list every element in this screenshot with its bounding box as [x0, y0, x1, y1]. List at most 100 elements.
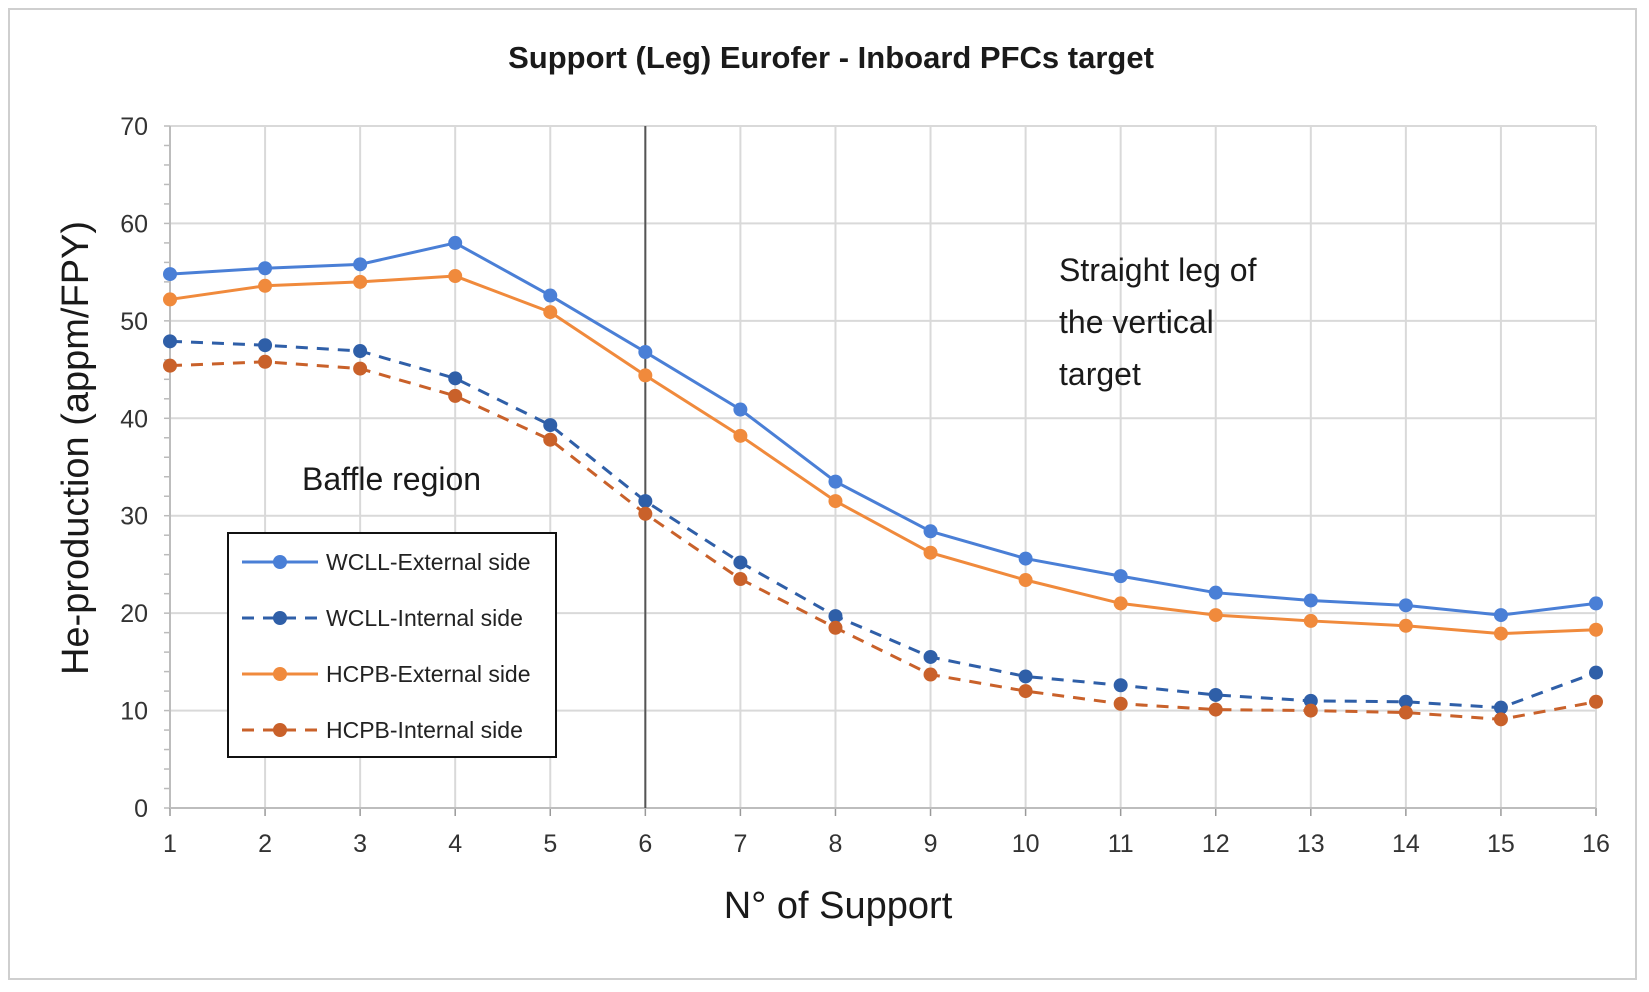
legend-label: WCLL-External side — [326, 549, 531, 575]
data-point — [1208, 702, 1223, 717]
y-axis-label: He-production (appm/FPY) — [55, 221, 97, 675]
y-tick-label: 10 — [120, 698, 148, 726]
data-point — [1303, 613, 1318, 628]
legend-label: WCLL-Internal side — [326, 605, 523, 631]
data-point — [163, 358, 177, 373]
series-line-wcll-external-side — [169, 241, 1597, 617]
x-tick-label: 11 — [1108, 830, 1134, 858]
data-point — [1208, 687, 1223, 702]
data-point — [733, 572, 748, 587]
data-point — [1493, 626, 1508, 641]
data-point — [1398, 598, 1413, 613]
data-point — [258, 338, 273, 353]
series-line-hcpb-internal-side — [169, 360, 1597, 721]
data-point — [638, 345, 653, 360]
x-tick-label: 1 — [163, 830, 177, 858]
legend: WCLL-External side WCLL-Internal side HCPB… — [227, 532, 557, 758]
data-point — [163, 292, 177, 307]
x-tick-label: 7 — [733, 830, 747, 858]
data-point — [1018, 669, 1033, 684]
x-tick-label: 12 — [1202, 830, 1230, 858]
legend-swatch-marker — [273, 723, 287, 737]
data-point — [1493, 608, 1508, 623]
x-tick-label: 13 — [1297, 830, 1325, 858]
data-point — [923, 545, 938, 560]
y-tick-label: 50 — [120, 308, 148, 336]
legend-label: HCPB-Internal side — [326, 717, 523, 743]
x-tick-label: 10 — [1012, 830, 1040, 858]
data-point — [828, 609, 843, 624]
legend-label: HCPB-External side — [326, 661, 531, 687]
data-point — [543, 305, 558, 320]
data-point — [733, 555, 748, 570]
x-tick-label: 14 — [1392, 830, 1420, 858]
annotation-straight-leg-line-2: the vertical — [1059, 304, 1214, 340]
legend-swatch-marker — [273, 667, 287, 681]
data-point — [1113, 696, 1128, 711]
series-line-hcpb-external-side — [169, 274, 1597, 636]
data-point — [923, 667, 938, 682]
data-point — [828, 620, 843, 635]
legend-box — [227, 532, 557, 758]
data-point — [1493, 700, 1508, 715]
data-point — [353, 361, 368, 376]
data-point — [448, 388, 463, 403]
x-tick-label: 16 — [1582, 830, 1610, 858]
data-point — [353, 257, 368, 272]
x-tick-label: 2 — [258, 830, 272, 858]
data-point — [543, 432, 558, 447]
data-point — [923, 524, 938, 539]
x-axis-ticks: 1 2 3 4 5 6 7 8 9 10 11 12 13 14 15 16 — [163, 830, 1610, 858]
y-tick-label: 60 — [120, 210, 148, 238]
data-point — [163, 334, 177, 349]
data-point — [1113, 596, 1128, 611]
data-point — [638, 368, 653, 383]
x-tick-label: 5 — [543, 830, 557, 858]
series-group — [163, 235, 1603, 727]
data-point — [828, 494, 843, 509]
data-point — [1589, 622, 1603, 637]
data-point — [353, 274, 368, 289]
x-tick-label: 4 — [448, 830, 462, 858]
data-point — [1303, 703, 1318, 718]
y-tick-label: 40 — [120, 405, 148, 433]
data-point — [1303, 693, 1318, 708]
data-point — [733, 428, 748, 443]
data-point — [448, 235, 463, 250]
x-tick-label: 9 — [924, 830, 938, 858]
data-point — [258, 354, 273, 369]
x-tick-label: 6 — [638, 830, 652, 858]
data-point — [638, 494, 653, 509]
data-point — [448, 269, 463, 284]
y-tick-label: 30 — [120, 503, 148, 531]
annotation-baffle-region: Baffle region — [302, 461, 481, 497]
data-point — [1018, 684, 1033, 699]
data-point — [733, 402, 748, 417]
data-point — [1589, 665, 1603, 680]
data-point — [638, 506, 653, 521]
data-point — [1018, 551, 1033, 566]
data-point — [448, 371, 463, 386]
x-axis-label: N° of Support — [724, 885, 953, 927]
data-point — [1398, 618, 1413, 633]
annotation-straight-leg-line-1: Straight leg of — [1059, 252, 1257, 288]
y-axis-ticks: 0 10 20 30 40 50 60 70 — [120, 113, 148, 823]
data-point — [543, 418, 558, 433]
data-point — [1303, 593, 1318, 608]
x-tick-label: 3 — [353, 830, 367, 858]
y-tick-label: 0 — [134, 795, 148, 823]
data-point — [353, 344, 368, 359]
data-point — [1589, 596, 1603, 611]
x-tick-label: 8 — [829, 830, 843, 858]
data-point — [1398, 705, 1413, 720]
data-point — [1398, 694, 1413, 709]
data-point — [1208, 608, 1223, 623]
data-point — [163, 267, 177, 282]
legend-swatch-marker — [273, 611, 287, 625]
data-point — [828, 474, 843, 489]
chart-title: Support (Leg) Eurofer - Inboard PFCs tar… — [508, 40, 1154, 75]
x-tick-label: 15 — [1487, 830, 1515, 858]
y-tick-label: 70 — [120, 113, 148, 141]
data-point — [1113, 678, 1128, 693]
